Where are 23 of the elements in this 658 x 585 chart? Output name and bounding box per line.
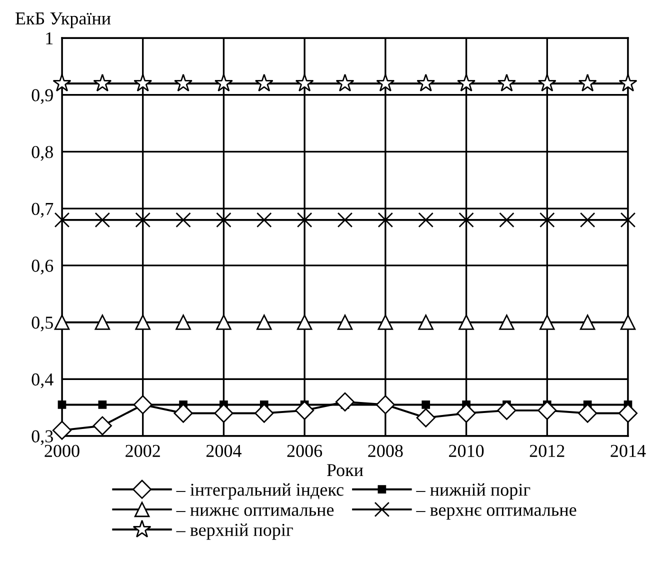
legend-label: – інтегральний індекс [176, 483, 344, 500]
legend-label: – нижній поріг [416, 483, 530, 500]
legend-label: – верхній поріг [176, 523, 293, 540]
y-axis-title: ЕкБ України [16, 12, 111, 28]
y-tick-label: 0,7 [32, 202, 54, 218]
y-tick-label: 0,6 [32, 260, 54, 274]
x-tick-label: 2012 [530, 444, 564, 458]
y-tick-label: 0,4 [32, 373, 54, 388]
x-tick-label: 2014 [610, 444, 646, 458]
x-tick-label: 2008 [368, 444, 403, 458]
y-tick-label: 0,3 [32, 430, 53, 446]
x-tick-label: 2006 [287, 444, 322, 458]
y-tick-label: 0,8 [32, 146, 53, 161]
legend-label: – нижнє оптимальне [176, 507, 334, 516]
y-tick-label: 1 [46, 32, 53, 44]
y-tick-label: 0,9 [32, 89, 53, 104]
x-tick-label: 2004 [206, 444, 242, 458]
x-tick-label: 2000 [44, 444, 80, 458]
x-tick-label: 2010 [449, 444, 484, 458]
legend-label: – верхнє оптимальне [416, 507, 576, 520]
y-tick-label: 0,5 [32, 316, 53, 332]
x-tick-label: 2002 [126, 444, 160, 458]
x-axis-title: Роки [326, 464, 364, 476]
